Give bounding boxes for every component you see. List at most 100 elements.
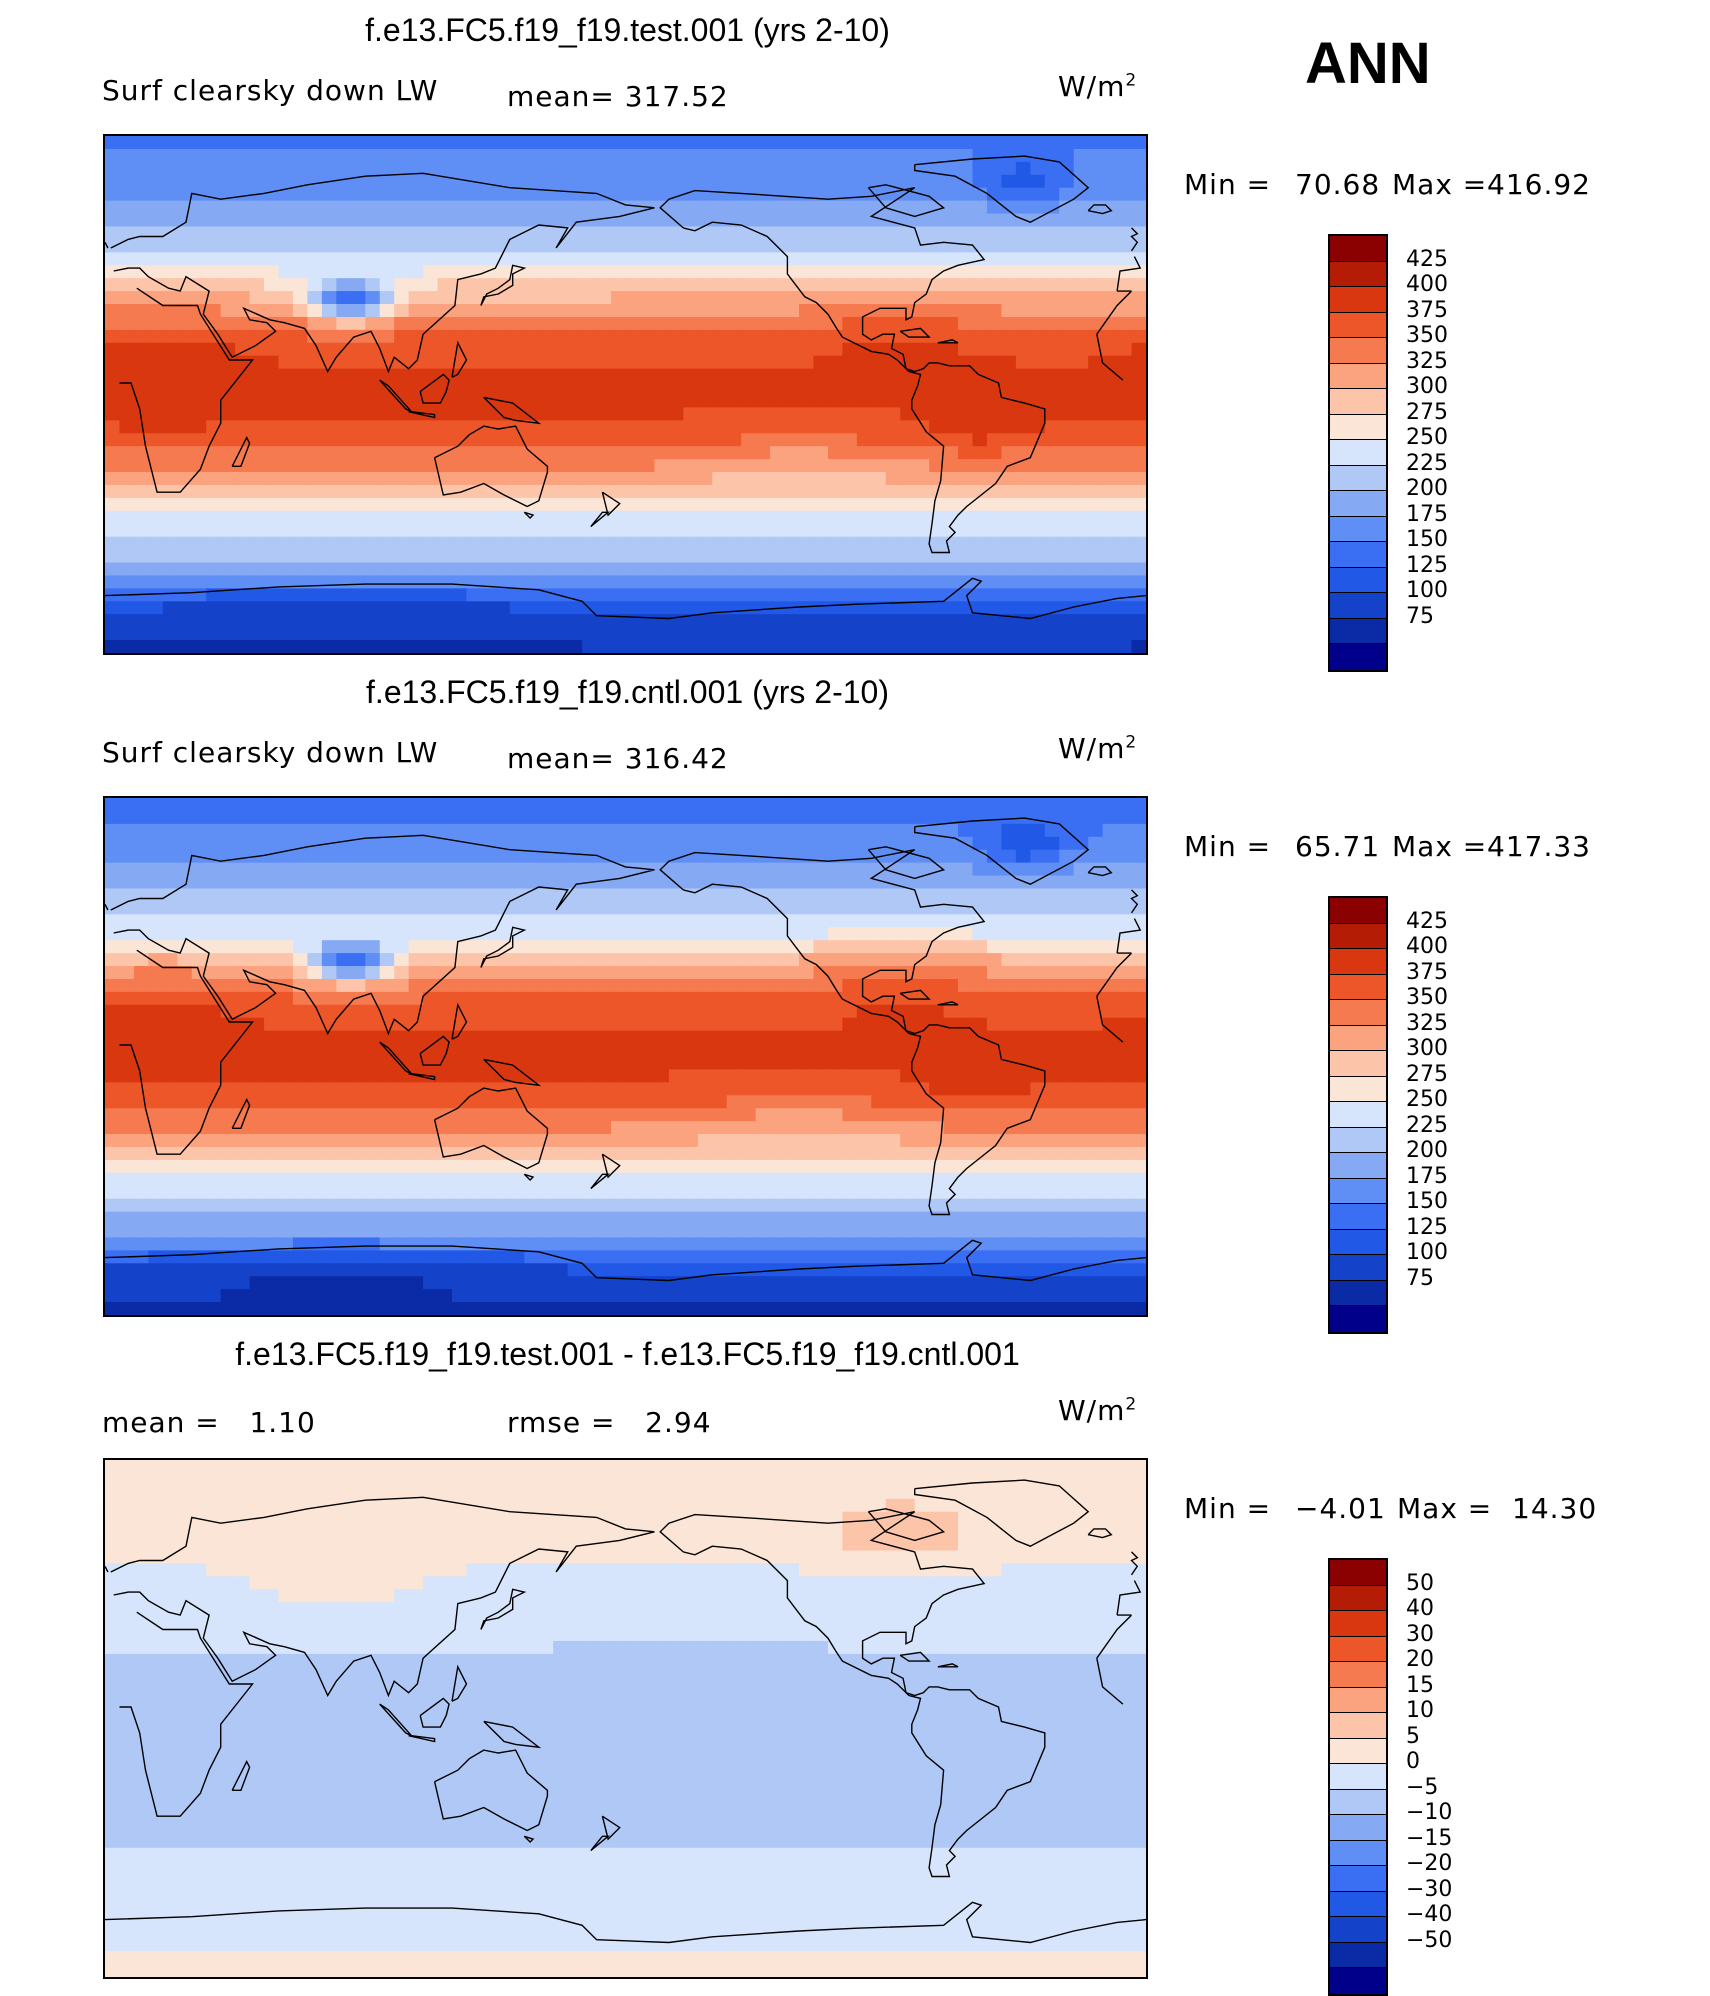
field-cell <box>914 407 930 421</box>
field-cell <box>639 849 656 864</box>
field-cell <box>929 316 945 331</box>
field-cell <box>452 433 468 447</box>
field-cell <box>206 433 222 447</box>
field-cell <box>538 823 554 838</box>
field-cell <box>755 798 771 812</box>
field-cell <box>1088 407 1104 421</box>
field-cell <box>423 1159 439 1174</box>
field-cell <box>929 381 945 396</box>
field-cell <box>943 523 959 538</box>
field-cell <box>726 355 742 370</box>
field-cell <box>958 1121 974 1135</box>
field-cell <box>929 213 945 228</box>
field-cell <box>321 239 337 253</box>
field-cell <box>452 888 468 903</box>
field-cell <box>423 836 439 851</box>
field-cell <box>509 187 525 202</box>
field-cell <box>1117 497 1133 512</box>
field-cell <box>972 407 988 421</box>
field-cell <box>712 355 728 370</box>
field-cell <box>379 484 395 499</box>
field-cell <box>495 823 511 838</box>
field-cell <box>1102 1004 1118 1019</box>
field-cell <box>1001 1069 1017 1083</box>
field-cell <box>1073 1004 1089 1019</box>
field-cell <box>943 213 959 228</box>
field-cell <box>1102 459 1118 473</box>
field-cell <box>336 549 352 564</box>
field-cell <box>943 394 959 409</box>
field-cell <box>567 368 583 383</box>
field-cell <box>423 640 439 653</box>
field-cell <box>480 174 496 189</box>
field-cell <box>1073 510 1089 525</box>
field-cell <box>162 394 178 409</box>
field-cell <box>1117 810 1133 825</box>
field-cell <box>986 1095 1003 1109</box>
field-cell <box>235 1146 251 1161</box>
field-cell <box>625 1134 641 1148</box>
field-cell <box>885 562 901 577</box>
field-cell <box>105 1069 121 1083</box>
field-cell <box>379 1004 395 1019</box>
field-cell <box>148 304 164 318</box>
field-cell <box>437 497 453 512</box>
field-cell <box>900 588 916 602</box>
field-cell <box>1102 549 1118 564</box>
field-cell <box>582 304 598 318</box>
field-cell <box>148 823 164 838</box>
field-cell <box>177 459 193 473</box>
field-cell <box>379 433 395 447</box>
field-cell <box>654 174 670 189</box>
field-cell <box>755 562 771 577</box>
field-cell <box>495 265 511 279</box>
field-cell <box>741 966 757 980</box>
field-cell <box>119 187 135 202</box>
field-cell <box>408 640 424 653</box>
field-cell <box>148 472 164 486</box>
field-cell <box>336 562 352 577</box>
field-cell <box>958 823 974 838</box>
field-cell <box>408 187 424 202</box>
colorbar-tick-label: 225 <box>1406 450 1448 476</box>
field-cell <box>1088 472 1104 486</box>
field-cell <box>1117 562 1133 577</box>
field-cell <box>1117 927 1133 941</box>
field-cell <box>538 291 554 305</box>
field-cell <box>755 239 771 253</box>
field-cell <box>1073 875 1089 890</box>
field-cell <box>900 304 916 318</box>
field-cell <box>1117 420 1133 434</box>
field-cell <box>582 953 598 967</box>
field-cell <box>885 1121 901 1135</box>
field-cell <box>683 953 699 967</box>
colorbar-swatch <box>1330 516 1386 542</box>
field-cell <box>278 1043 294 1058</box>
field-cell <box>741 614 757 628</box>
field-cell <box>553 810 569 825</box>
field-cell <box>466 798 482 812</box>
field-cell <box>1102 368 1118 383</box>
field-cell <box>683 640 699 653</box>
field-cell <box>871 161 887 176</box>
field-cell <box>827 588 843 602</box>
field-cell <box>292 862 309 877</box>
field-cell <box>668 1030 684 1045</box>
field-cell <box>856 497 872 512</box>
field-cell <box>105 394 121 409</box>
field-cell <box>639 329 656 344</box>
field-cell <box>943 381 959 396</box>
field-cell <box>943 940 959 954</box>
field-cell <box>105 1146 121 1161</box>
field-cell <box>249 213 265 228</box>
field-cell <box>1073 523 1089 538</box>
field-cell <box>986 1108 1003 1122</box>
field-cell <box>336 1017 352 1032</box>
field-cell <box>668 446 684 460</box>
field-cell <box>1044 966 1060 980</box>
field-cell <box>466 549 482 564</box>
field-cell <box>1088 420 1104 434</box>
field-cell <box>885 1069 901 1083</box>
field-cell <box>784 174 800 189</box>
field-cell <box>437 1056 453 1071</box>
